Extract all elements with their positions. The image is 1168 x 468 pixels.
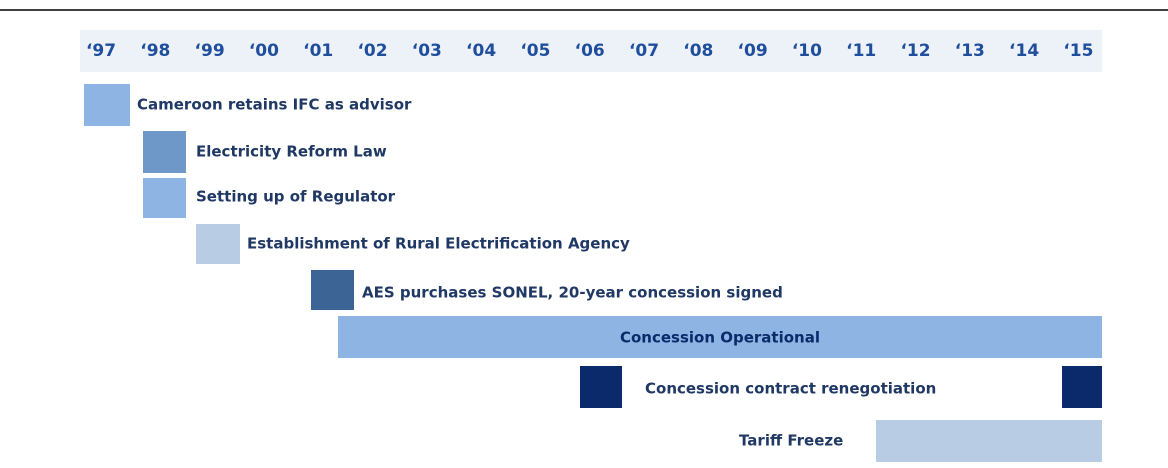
year-label: ‘00 bbox=[249, 41, 279, 61]
event-label: AES purchases SONEL, 20-year concession … bbox=[362, 284, 783, 302]
year-label: ‘15 bbox=[1063, 41, 1093, 61]
year-label: ‘01 bbox=[303, 41, 333, 61]
event-box bbox=[311, 270, 354, 310]
event-box bbox=[143, 178, 186, 218]
event-box bbox=[196, 224, 240, 264]
year-label: ‘02 bbox=[357, 41, 387, 61]
event-box bbox=[143, 131, 186, 173]
year-label: ‘07 bbox=[629, 41, 659, 61]
year-label: ‘08 bbox=[683, 41, 713, 61]
year-label: ‘03 bbox=[412, 41, 442, 61]
year-label: ‘99 bbox=[195, 41, 225, 61]
event-label: Cameroon retains IFC as advisor bbox=[137, 96, 412, 114]
year-label: ‘09 bbox=[738, 41, 768, 61]
year-label: ‘06 bbox=[575, 41, 605, 61]
year-label: ‘04 bbox=[466, 41, 496, 61]
event-label: Electricity Reform Law bbox=[196, 143, 387, 161]
year-label: ‘14 bbox=[1009, 41, 1039, 61]
event-box bbox=[84, 84, 130, 126]
year-label: ‘10 bbox=[792, 41, 822, 61]
event-box bbox=[1062, 366, 1102, 408]
year-label: ‘05 bbox=[520, 41, 550, 61]
event-label: Concession Operational bbox=[620, 329, 820, 347]
event-label: Tariff Freeze bbox=[739, 432, 843, 450]
event-label: Establishment of Rural Electrification A… bbox=[247, 235, 630, 253]
event-box bbox=[580, 366, 622, 408]
year-label: ‘11 bbox=[846, 41, 876, 61]
event-bar bbox=[876, 420, 1102, 462]
year-label: ‘12 bbox=[900, 41, 930, 61]
year-label: ‘13 bbox=[955, 41, 985, 61]
year-band bbox=[80, 30, 1102, 72]
event-bar bbox=[338, 316, 1102, 358]
event-label: Setting up of Regulator bbox=[196, 188, 396, 206]
year-label: ‘98 bbox=[140, 41, 170, 61]
event-label: Concession contract renegotiation bbox=[645, 380, 936, 398]
year-labels: ‘97 ‘98 ‘99 ‘00 ‘01 ‘02 ‘03 ‘04 ‘05 ‘06 ‘07 ‘08 ‘09 ‘… bbox=[86, 41, 1094, 61]
year-label: ‘97 bbox=[86, 41, 116, 61]
